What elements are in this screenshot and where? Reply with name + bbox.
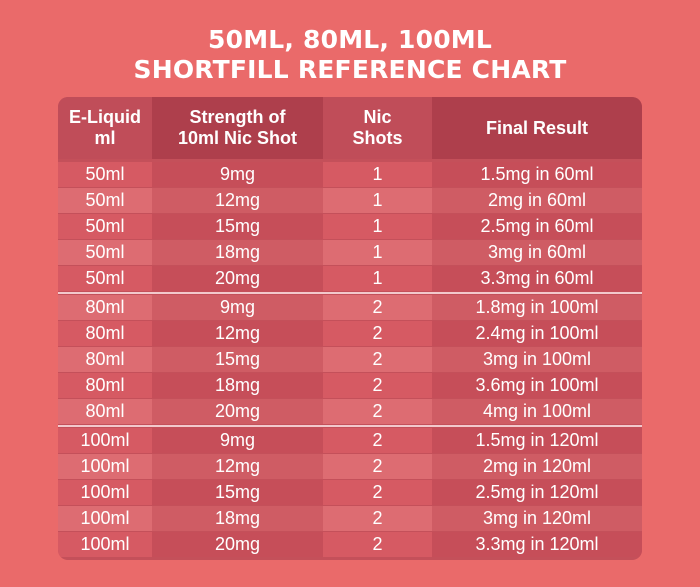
table-cell: 3mg in 100ml	[432, 347, 642, 372]
table-cell: 2.5mg in 60ml	[432, 214, 642, 239]
table-cell: 9mg	[152, 428, 323, 453]
table-cell: 80ml	[58, 347, 152, 372]
table-cell: 2.5mg in 120ml	[432, 480, 642, 505]
table-cell: 1	[323, 266, 432, 291]
table-cell: 1	[323, 162, 432, 187]
table-cell: 50ml	[58, 162, 152, 187]
table-cell: 3mg in 120ml	[432, 506, 642, 531]
table-cell: 50ml	[58, 214, 152, 239]
table-cell: 15mg	[152, 480, 323, 505]
reference-table: E-Liquid ml Strength of 10ml Nic Shot Nic Sho…	[58, 97, 642, 560]
column-header-text: Final Result	[485, 117, 588, 138]
table-cell: 1	[323, 188, 432, 213]
column-header-text: 10ml Nic Shot	[177, 128, 298, 148]
table-cell: 9mg	[152, 295, 323, 320]
table-cell: 18mg	[152, 506, 323, 531]
table-cell: 15mg	[152, 347, 323, 372]
table-cell: 2mg in 120ml	[432, 454, 642, 479]
table-cell: 100ml	[58, 506, 152, 531]
table-cell: 2	[323, 454, 432, 479]
table-cell: 100ml	[58, 480, 152, 505]
table-cell: 3.6mg in 100ml	[432, 373, 642, 398]
table-cell: 2	[323, 506, 432, 531]
table-cell: 18mg	[152, 240, 323, 265]
table-cell: 12mg	[152, 321, 323, 346]
table-cell: 2	[323, 347, 432, 372]
table-cell: 3mg in 60ml	[432, 240, 642, 265]
table-cell: 80ml	[58, 321, 152, 346]
group-divider	[58, 292, 642, 294]
table-cell: 2mg in 60ml	[432, 188, 642, 213]
chart-title-line1: 50ML, 80ML, 100ML	[208, 25, 492, 54]
table-cell: 12mg	[152, 454, 323, 479]
chart-title-line2: SHORTFILL REFERENCE CHART	[133, 55, 567, 84]
table-cell: 50ml	[58, 188, 152, 213]
table-cell: 2	[323, 480, 432, 505]
column-header-text: ml	[94, 128, 116, 148]
table-cell: 2	[323, 295, 432, 320]
table-cell: 2	[323, 373, 432, 398]
table-cell: 3.3mg in 60ml	[432, 266, 642, 291]
column-header-text: Nic	[363, 107, 392, 127]
table-cell: 50ml	[58, 266, 152, 291]
table-cell: 80ml	[58, 399, 152, 424]
table-cell: 1	[323, 214, 432, 239]
column-header-text: Shots	[352, 128, 403, 148]
table-cell: 1.5mg in 60ml	[432, 162, 642, 187]
column-header-1: Strength of 10ml Nic Shot	[152, 97, 323, 159]
table-cell: 100ml	[58, 454, 152, 479]
column-header-text: E-Liquid	[69, 107, 141, 127]
table-cell: 80ml	[58, 373, 152, 398]
column-header-0: E-Liquid ml	[58, 97, 152, 159]
table-cell: 2.4mg in 100ml	[432, 321, 642, 346]
table-cell: 20mg	[152, 266, 323, 291]
table-cell: 9mg	[152, 162, 323, 187]
table-cell: 2	[323, 321, 432, 346]
table-cell: 80ml	[58, 295, 152, 320]
group-divider	[58, 425, 642, 427]
table-cell: 2	[323, 532, 432, 557]
table-cell: 2	[323, 428, 432, 453]
table-cell: 20mg	[152, 399, 323, 424]
table-cell: 50ml	[58, 240, 152, 265]
table-cell: 4mg in 100ml	[432, 399, 642, 424]
table-cell: 15mg	[152, 214, 323, 239]
table-cell: 18mg	[152, 373, 323, 398]
table-cell: 12mg	[152, 188, 323, 213]
column-header-3: Final Result	[432, 97, 642, 159]
table-cell: 2	[323, 399, 432, 424]
table-cell: 1.5mg in 120ml	[432, 428, 642, 453]
table-cell: 1	[323, 240, 432, 265]
column-header-2: Nic Shots	[323, 97, 432, 159]
table-cell: 20mg	[152, 532, 323, 557]
column-header-text: Strength of	[189, 107, 286, 127]
table-cell: 100ml	[58, 532, 152, 557]
table-cell: 100ml	[58, 428, 152, 453]
table-cell: 3.3mg in 120ml	[432, 532, 642, 557]
table-cell: 1.8mg in 100ml	[432, 295, 642, 320]
